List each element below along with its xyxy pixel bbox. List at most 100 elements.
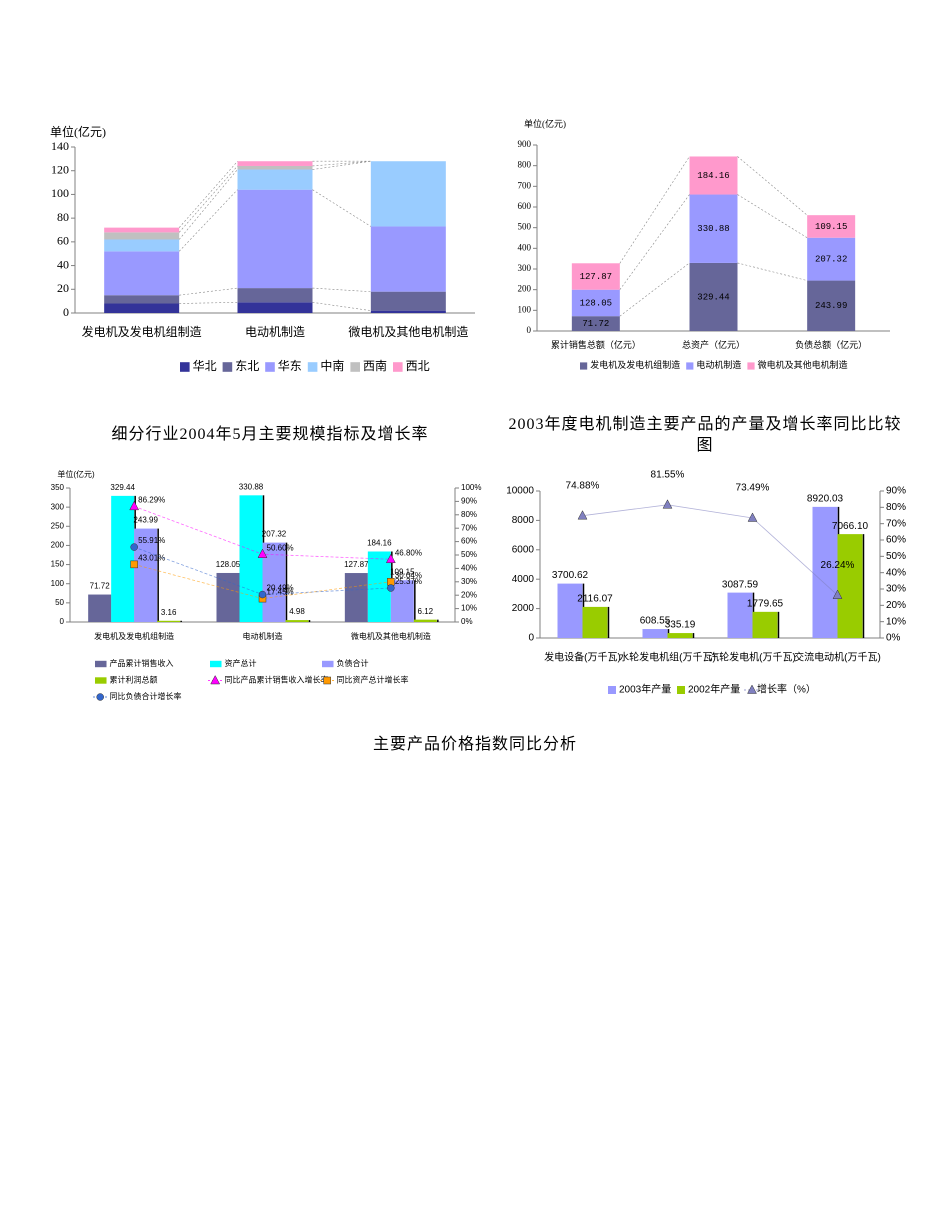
y2-tick-label: 20% — [461, 590, 477, 599]
data-label: 2116.07 — [577, 594, 613, 605]
bar-segment — [807, 280, 856, 331]
legend-swatch — [222, 362, 233, 372]
series-line — [619, 194, 690, 290]
data-label: 86.29% — [138, 495, 165, 504]
legend-swatch — [265, 362, 275, 372]
legend-label: 中南 — [320, 358, 344, 373]
bar — [727, 592, 753, 638]
data-label: 74.88% — [566, 480, 600, 491]
legend-label: 西南 — [363, 358, 387, 373]
y2-tick-label: 70% — [461, 523, 477, 532]
data-label: 81.55% — [651, 469, 685, 480]
legend-label: 同比资产总计增长率 — [337, 675, 409, 685]
y-tick-label: 2000 — [512, 603, 535, 614]
series-line — [312, 302, 371, 311]
series-line — [179, 302, 238, 304]
caption: 2003年度电机制造主要产品的产量及增长率同比比较图 — [508, 416, 902, 454]
legend-swatch — [608, 686, 616, 694]
legend-swatch — [95, 660, 107, 668]
data-label: 71.72 — [582, 319, 609, 329]
bar-segment — [104, 227, 180, 233]
data-label: 184.16 — [697, 171, 729, 181]
data-label: 127.87 — [580, 272, 612, 282]
bar-segment — [689, 156, 738, 195]
bar — [582, 606, 608, 638]
x-tick-label: 微电机及其他电机制造 — [348, 325, 468, 339]
marker — [577, 510, 588, 520]
legend-swatch — [210, 660, 222, 668]
data-label: 8920.03 — [807, 494, 844, 505]
marker — [387, 584, 395, 592]
bar — [239, 495, 263, 622]
bar-segment — [237, 161, 313, 166]
data-label: 184.16 — [367, 539, 392, 548]
y-tick-label: 6000 — [512, 544, 535, 555]
legend-label: 产品累计销售收入 — [110, 658, 174, 668]
legend-label: 2003年产量 — [619, 683, 671, 696]
bar — [642, 629, 668, 638]
legend-label: 西北 — [406, 359, 430, 373]
data-label: 6.12 — [418, 607, 434, 616]
bar-segment — [689, 194, 738, 263]
series-line — [178, 161, 238, 228]
marker — [832, 589, 843, 599]
series-line — [737, 156, 808, 216]
caption: 主要产品价格指数同比分析 — [372, 736, 577, 753]
y2-tick-label: 90% — [886, 486, 906, 497]
y2-tick-label: 50% — [461, 550, 477, 559]
x-tick-label: 发电设备(万千瓦) — [544, 651, 621, 664]
bar-segment — [370, 291, 446, 311]
y2-tick-label: 50% — [886, 551, 906, 562]
y-tick-label: 600 — [518, 201, 532, 211]
series-line — [737, 194, 808, 238]
y2-tick-label: 80% — [461, 510, 477, 519]
bar-segment — [571, 263, 620, 290]
data-label: 109.15 — [390, 567, 415, 576]
y-tick-label: 60 — [57, 234, 69, 248]
bar-segment — [807, 215, 856, 238]
y-axis-label: 单位(亿元) — [524, 118, 566, 129]
legend-swatch — [95, 677, 107, 684]
y-tick-label: 900 — [518, 139, 532, 149]
marker — [258, 590, 267, 599]
data-label: 3700.62 — [552, 570, 589, 581]
line — [582, 504, 838, 596]
y-tick-label: 500 — [518, 222, 532, 232]
x-tick-label: 发电机及发电机组制造 — [82, 324, 202, 339]
x-tick-label: 负债总额（亿元） — [795, 339, 867, 350]
y-tick-label: 100 — [518, 304, 532, 314]
series-line — [737, 262, 808, 281]
marker — [130, 543, 138, 551]
y2-tick-label: 10% — [886, 616, 906, 627]
legend-label: 电动机制造 — [696, 359, 741, 370]
legend-swatch — [307, 362, 318, 372]
y-tick-label: 4000 — [512, 574, 535, 585]
data-label: 330.88 — [239, 482, 264, 491]
legend-swatch — [322, 660, 334, 668]
marker — [130, 560, 138, 569]
x-tick-label: 发电机及发电机组制造 — [94, 631, 174, 641]
bar — [752, 611, 778, 638]
series-line — [619, 262, 690, 317]
bar — [216, 572, 240, 622]
series-line — [312, 160, 371, 167]
x-tick-label: 累计销售总额（亿元） — [551, 339, 641, 350]
data-label: 109.15 — [815, 222, 847, 232]
bar-segment — [104, 251, 180, 296]
y2-tick-label: 40% — [886, 567, 906, 578]
bar — [367, 551, 391, 622]
data-label: 329.44 — [110, 483, 135, 492]
y-tick-label: 300 — [51, 502, 65, 511]
legend-label: 华北 — [193, 359, 217, 373]
y-tick-label: 0 — [63, 305, 69, 319]
data-label: 25.37% — [395, 577, 422, 586]
data-label: 329.44 — [697, 292, 729, 302]
bar — [111, 495, 135, 622]
legend-swatch — [180, 362, 190, 372]
y2-tick-label: 30% — [886, 584, 906, 595]
bar — [344, 573, 368, 622]
bar-segment — [370, 226, 446, 292]
y2-tick-label: 20% — [886, 600, 906, 611]
y-tick-label: 40 — [57, 257, 69, 271]
